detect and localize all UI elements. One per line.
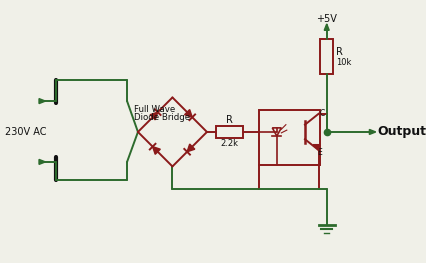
Polygon shape [152,147,160,154]
Text: +5V: +5V [316,14,337,24]
Text: R: R [335,47,342,57]
Polygon shape [312,145,319,150]
Text: 2.2k: 2.2k [220,139,238,148]
Bar [216,126,243,138]
Text: R: R [226,115,233,125]
Text: Full Wave: Full Wave [134,105,175,114]
Bar [258,110,320,165]
Text: C: C [319,109,324,118]
Text: E: E [317,148,322,157]
Text: Output: Output [377,125,426,138]
Polygon shape [150,112,157,120]
Polygon shape [323,24,328,30]
Text: Diode Bridge: Diode Bridge [134,113,190,122]
Text: 230V AC: 230V AC [5,127,46,137]
Polygon shape [39,99,45,104]
Polygon shape [187,144,194,152]
Polygon shape [39,159,45,164]
Text: 10k: 10k [335,58,350,67]
Polygon shape [368,129,375,134]
Bar [320,39,332,74]
Polygon shape [184,110,192,117]
